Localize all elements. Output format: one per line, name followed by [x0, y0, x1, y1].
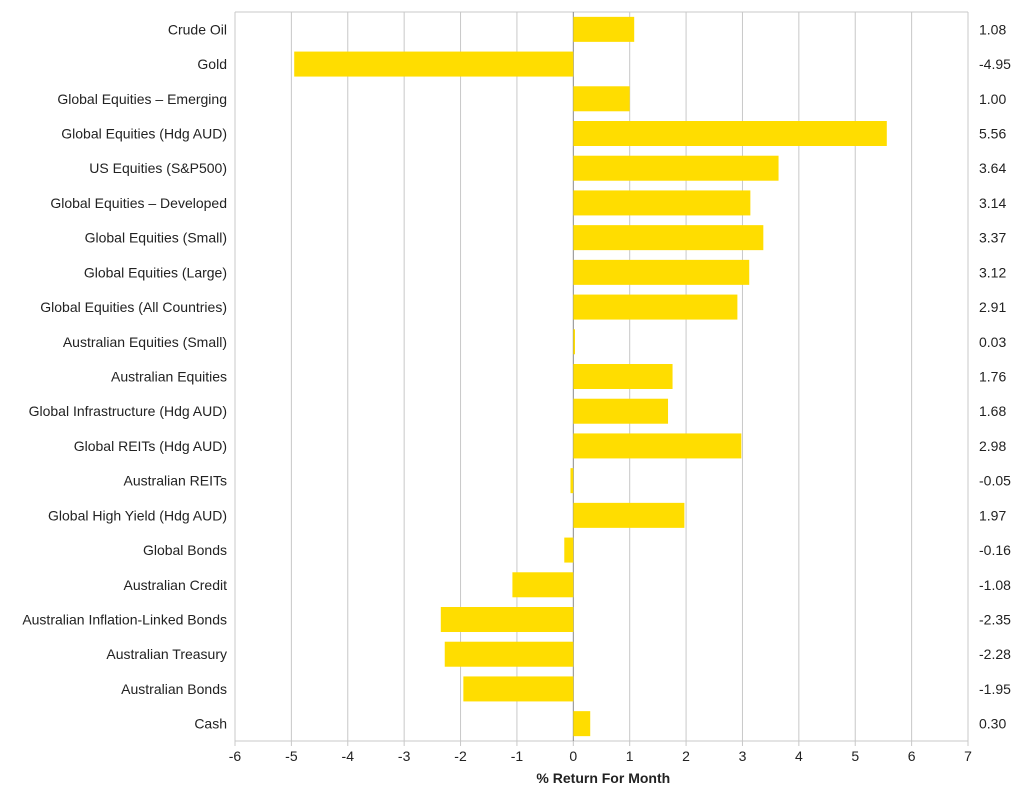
bar — [294, 51, 574, 77]
value-label: -2.28 — [979, 646, 1011, 662]
x-axis-title: % Return For Month — [536, 770, 670, 786]
category-label: Australian Bonds — [121, 681, 227, 697]
value-label: 3.14 — [979, 195, 1006, 211]
bar-layer — [294, 16, 887, 737]
tick-label: 7 — [964, 748, 972, 764]
bar — [573, 711, 591, 737]
tick-label: -5 — [285, 748, 298, 764]
tick-label: 1 — [626, 748, 634, 764]
category-label: Australian Treasury — [106, 646, 227, 662]
value-label: -0.16 — [979, 542, 1011, 558]
category-label: Cash — [194, 716, 227, 732]
category-label: Global Equities (Large) — [84, 264, 227, 280]
value-label: 3.37 — [979, 230, 1006, 246]
category-label: Australian Inflation-Linked Bonds — [22, 612, 227, 628]
tick-label: 0 — [569, 748, 577, 764]
value-label: 1.97 — [979, 507, 1006, 523]
bar — [463, 676, 574, 702]
value-label: -1.95 — [979, 681, 1011, 697]
value-label: 2.91 — [979, 299, 1006, 315]
category-label: Global Equities – Emerging — [57, 91, 227, 107]
bar — [512, 572, 574, 598]
category-label: Global Equities (All Countries) — [40, 299, 227, 315]
bar — [444, 641, 574, 667]
bar — [573, 190, 751, 216]
bar — [573, 364, 673, 389]
bar — [573, 259, 750, 285]
category-label: Global Bonds — [143, 542, 227, 558]
tick-label: 2 — [682, 748, 690, 764]
bar — [573, 294, 738, 320]
bar — [440, 607, 574, 632]
bar — [573, 433, 742, 459]
value-label: -2.35 — [979, 612, 1011, 628]
x-axis-ticks: -6 -5 -4 -3 -2 -1 0 1 2 3 4 5 6 7 — [229, 741, 972, 764]
category-label: Crude Oil — [168, 21, 227, 37]
bar — [573, 502, 685, 528]
bar — [573, 121, 887, 146]
tick-label: -3 — [398, 748, 411, 764]
category-label: Global Infrastructure (Hdg AUD) — [29, 403, 227, 419]
category-label: Gold — [197, 56, 227, 72]
bar — [573, 16, 635, 42]
value-label: -0.05 — [979, 473, 1011, 489]
category-label: Global Equities (Hdg AUD) — [61, 126, 227, 142]
category-label: Australian Equities (Small) — [63, 334, 227, 350]
bar — [573, 155, 779, 181]
category-label: Australian Equities — [111, 369, 227, 385]
category-label: Global Equities – Developed — [50, 195, 227, 211]
bar — [573, 398, 669, 424]
value-label: 2.98 — [979, 438, 1006, 454]
value-label: 1.00 — [979, 91, 1006, 107]
tick-label: -2 — [454, 748, 467, 764]
category-label: Australian REITs — [124, 473, 227, 489]
tick-label: 6 — [908, 748, 916, 764]
tick-label: -6 — [229, 748, 242, 764]
value-label: 1.76 — [979, 369, 1006, 385]
value-label: -1.08 — [979, 577, 1011, 593]
bar — [573, 86, 630, 112]
value-label: 3.12 — [979, 264, 1006, 280]
tick-label: 5 — [851, 748, 859, 764]
value-label: -4.95 — [979, 56, 1011, 72]
tick-label: 3 — [739, 748, 747, 764]
value-label: 5.56 — [979, 126, 1006, 142]
category-labels: Crude Oil Gold Global Equities – Emerging G… — [22, 21, 227, 731]
category-label: US Equities (S&P500) — [89, 160, 227, 176]
value-labels: 1.08 -4.95 1.00 5.56 3.64 3.14 3.37 3.12 2.91 0.0… — [979, 21, 1011, 731]
category-label: Global Equities (Small) — [85, 230, 227, 246]
tick-label: 4 — [795, 748, 803, 764]
category-label: Australian Credit — [124, 577, 228, 593]
value-label: 0.03 — [979, 334, 1006, 350]
bar — [573, 329, 575, 355]
value-label: 1.68 — [979, 403, 1006, 419]
value-label: 1.08 — [979, 21, 1006, 37]
bar — [573, 225, 764, 251]
value-label: 0.30 — [979, 716, 1006, 732]
category-label: Global High Yield (Hdg AUD) — [48, 507, 227, 523]
category-label: Global REITs (Hdg AUD) — [74, 438, 227, 454]
tick-label: -1 — [511, 748, 524, 764]
tick-label: -4 — [342, 748, 355, 764]
bar — [570, 468, 574, 494]
value-label: 3.64 — [979, 160, 1006, 176]
bar — [564, 537, 574, 563]
